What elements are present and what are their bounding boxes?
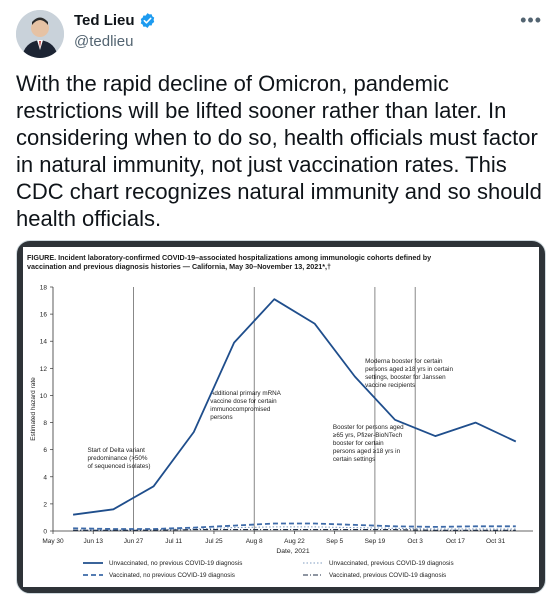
x-tick-label: Oct 31 — [486, 538, 506, 545]
chart-svg: FIGURE. Incident laboratory-confirmed CO… — [27, 253, 533, 579]
chart-title: FIGURE. Incident laboratory-confirmed CO… — [27, 253, 431, 271]
cdc-chart: FIGURE. Incident laboratory-confirmed CO… — [23, 247, 539, 587]
series-line-3 — [73, 529, 516, 531]
legend-label: Vaccinated, previous COVID-19 diagnosis — [329, 572, 446, 579]
x-tick-label: Sep 19 — [365, 538, 386, 545]
author-name[interactable]: Ted Lieu — [74, 12, 135, 29]
y-tick-label: 0 — [43, 529, 47, 536]
y-tick-label: 16 — [40, 312, 48, 319]
event-annotation: Start of Delta variant predominance (>50%… — [87, 447, 150, 470]
verified-badge-icon — [140, 13, 154, 28]
more-horizontal-icon[interactable]: ••• — [520, 10, 542, 30]
y-tick-label: 18 — [40, 285, 48, 292]
x-tick-label: Oct 3 — [407, 538, 423, 545]
x-tick-label: Jun 13 — [83, 538, 103, 545]
x-tick-label: Sep 5 — [326, 538, 343, 545]
legend-label: Vaccinated, no previous COVID-19 diagnos… — [109, 572, 235, 579]
y-tick-label: 6 — [43, 447, 47, 454]
y-tick-label: 14 — [40, 339, 48, 346]
x-tick-label: Oct 17 — [446, 538, 466, 545]
legend-label: Unvaccinated, no previous COVID-19 diagn… — [109, 560, 242, 567]
author-handle[interactable]: @tedlieu — [74, 33, 134, 50]
x-tick-label: Aug 8 — [246, 538, 263, 545]
x-tick-label: Jun 27 — [124, 538, 144, 545]
series-line-2 — [73, 522, 516, 530]
y-tick-label: 12 — [40, 366, 48, 373]
y-axis-label: Estimated hazard rate — [30, 377, 37, 441]
tweet-media[interactable]: FIGURE. Incident laboratory-confirmed CO… — [16, 240, 546, 594]
y-tick-label: 10 — [40, 393, 48, 400]
event-annotation: Moderna booster for certain persons aged … — [365, 358, 453, 389]
y-tick-label: 8 — [43, 420, 47, 427]
x-tick-label: Jul 25 — [205, 538, 223, 545]
legend-label: Unvaccinated, previous COVID-19 diagnosi… — [329, 560, 454, 567]
series-line-0 — [72, 298, 517, 516]
y-tick-label: 4 — [43, 474, 47, 481]
event-annotation: Additional primary mRNA vaccine dose for … — [210, 390, 281, 421]
y-tick-label: 2 — [43, 501, 47, 508]
tweet-text: With the rapid decline of Omicron, pande… — [16, 71, 542, 231]
x-tick-label: May 30 — [42, 538, 64, 545]
person-avatar-icon — [16, 10, 64, 58]
x-tick-label: Aug 22 — [284, 538, 305, 545]
avatar[interactable] — [16, 10, 64, 58]
author-name-row: Ted Lieu — [74, 12, 156, 29]
event-annotation: Booster for persons aged ≥65 yrs, Pfizer-… — [333, 424, 404, 463]
x-tick-label: Jul 11 — [165, 538, 182, 545]
x-axis-label: Date, 2021 — [276, 548, 309, 555]
